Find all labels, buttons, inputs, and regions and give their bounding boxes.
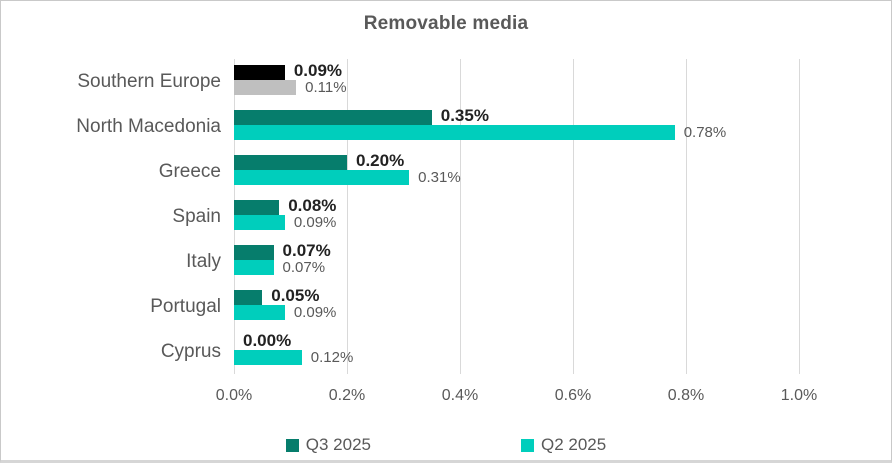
x-tick-label: 0.6%: [554, 387, 592, 404]
value-label-q2: 0.09%: [293, 214, 337, 231]
bar-row: 0.09% 0.11%: [234, 59, 799, 104]
value-label-q3: 0.00%: [243, 331, 292, 350]
x-axis: 0.0% 0.2% 0.4% 0.6% 0.8% 1.0%: [216, 387, 817, 409]
legend-entry: Q2 2025: [521, 435, 606, 455]
category-label: Southern Europe: [77, 70, 221, 92]
value-label-q2: 0.09%: [293, 304, 337, 321]
value-label-q3: 0.05%: [271, 286, 320, 305]
category-label: Italy: [186, 250, 221, 272]
bar-q3: [234, 155, 347, 170]
x-tick-label: 0.8%: [667, 387, 705, 404]
value-label-q3: 0.35%: [440, 106, 489, 125]
category-label: North Macedonia: [76, 115, 221, 137]
bar-row: 0.08% 0.09%: [234, 194, 799, 239]
bar-row: 0.00% 0.12%: [234, 329, 799, 374]
gridline: [460, 59, 461, 374]
legend: Q3 2025 Q2 2025: [1, 435, 891, 455]
value-label-q3: 0.07%: [282, 241, 331, 260]
x-tick-label: 0.2%: [328, 387, 366, 404]
value-label-q2: 0.31%: [418, 169, 461, 186]
gridline: [686, 59, 687, 374]
bar-q2: [234, 215, 285, 230]
bar-q3: [234, 65, 285, 80]
value-label-q2: 0.11%: [305, 79, 347, 96]
bar-row: 0.20% 0.31%: [234, 149, 799, 194]
bar-q3: [234, 200, 280, 215]
value-label-q3: 0.08%: [288, 196, 337, 215]
x-tick-label: 0.0%: [215, 387, 253, 404]
plot-area: 0.09% 0.11% 0.35% 0.78% 0.20% 0.31% 0.08% 0.09%…: [234, 59, 800, 374]
legend-label: Q2 2025: [541, 435, 607, 454]
bar-q2: [234, 350, 302, 365]
bar-q3: [234, 110, 432, 125]
bar-row: 0.05% 0.09%: [234, 284, 799, 329]
legend-swatch-icon: [285, 438, 299, 452]
gridline: [347, 59, 348, 374]
bar-q2: [234, 305, 285, 320]
bar-row: 0.07% 0.07%: [234, 239, 799, 284]
chart-title: Removable media: [363, 13, 529, 34]
value-label-q2: 0.07%: [282, 259, 326, 276]
bar-q2: [234, 170, 410, 185]
bar-q2: [234, 260, 274, 275]
value-label-q3: 0.09%: [293, 61, 343, 80]
bar-q3: [234, 245, 274, 260]
bar-q2: [234, 80, 297, 95]
bar-row: 0.35% 0.78%: [234, 104, 799, 149]
legend-swatch-icon: [521, 438, 534, 452]
bar-q3: [234, 290, 263, 305]
legend-entry: Q3 2025: [285, 435, 371, 455]
value-label-q2: 0.78%: [683, 124, 727, 141]
category-label: Spain: [172, 205, 221, 227]
value-label-q3: 0.20%: [356, 151, 405, 170]
value-label-q2: 0.12%: [310, 349, 354, 366]
category-label: Greece: [158, 160, 221, 182]
bar-q2: [234, 125, 675, 140]
legend-label: Q3 2025: [305, 435, 371, 454]
category-label: Cyprus: [160, 340, 221, 362]
category-label: Portugal: [150, 295, 221, 317]
gridline: [799, 59, 800, 374]
x-tick-label: 1.0%: [780, 387, 818, 404]
gridline: [573, 59, 574, 374]
x-tick-label: 0.4%: [441, 387, 479, 404]
